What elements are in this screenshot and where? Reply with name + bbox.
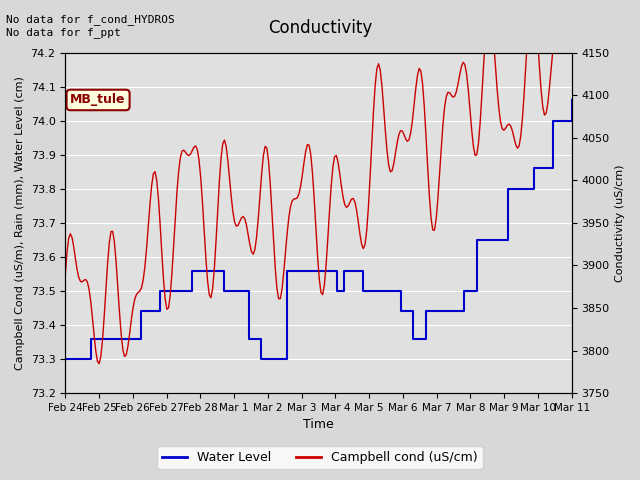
Campbell cond (uS/cm) xyxy=(568,0,575,4)
X-axis label: Time: Time xyxy=(303,419,334,432)
Water Level xyxy=(435,309,442,314)
Campbell cond (uS/cm) xyxy=(95,361,103,367)
Campbell cond (uS/cm) xyxy=(363,228,371,234)
Campbell cond (uS/cm) xyxy=(490,39,497,45)
Y-axis label: Campbell Cond (uS/m), Rain (mm), Water Level (cm): Campbell Cond (uS/m), Rain (mm), Water L… xyxy=(15,76,25,370)
Campbell cond (uS/cm) xyxy=(522,61,530,67)
Line: Campbell cond (uS/cm): Campbell cond (uS/cm) xyxy=(65,0,572,364)
Campbell cond (uS/cm) xyxy=(61,273,69,278)
Water Level xyxy=(61,356,69,362)
Y-axis label: Conductivity (uS/cm): Conductivity (uS/cm) xyxy=(615,164,625,282)
Water Level xyxy=(498,237,506,243)
Water Level xyxy=(378,288,385,294)
Campbell cond (uS/cm) xyxy=(63,250,71,255)
Line: Water Level: Water Level xyxy=(65,100,572,359)
Text: No data for f_cond_HYDROS
No data for f_ppt: No data for f_cond_HYDROS No data for f_… xyxy=(6,14,175,38)
Water Level xyxy=(340,268,348,274)
Text: MB_tule: MB_tule xyxy=(70,94,126,107)
Water Level xyxy=(473,237,481,243)
Water Level xyxy=(517,186,525,192)
Campbell cond (uS/cm) xyxy=(365,204,372,210)
Water Level xyxy=(568,97,575,103)
Campbell cond (uS/cm) xyxy=(373,66,381,72)
Legend: Water Level, Campbell cond (uS/cm): Water Level, Campbell cond (uS/cm) xyxy=(157,446,483,469)
Text: Conductivity: Conductivity xyxy=(268,19,372,37)
